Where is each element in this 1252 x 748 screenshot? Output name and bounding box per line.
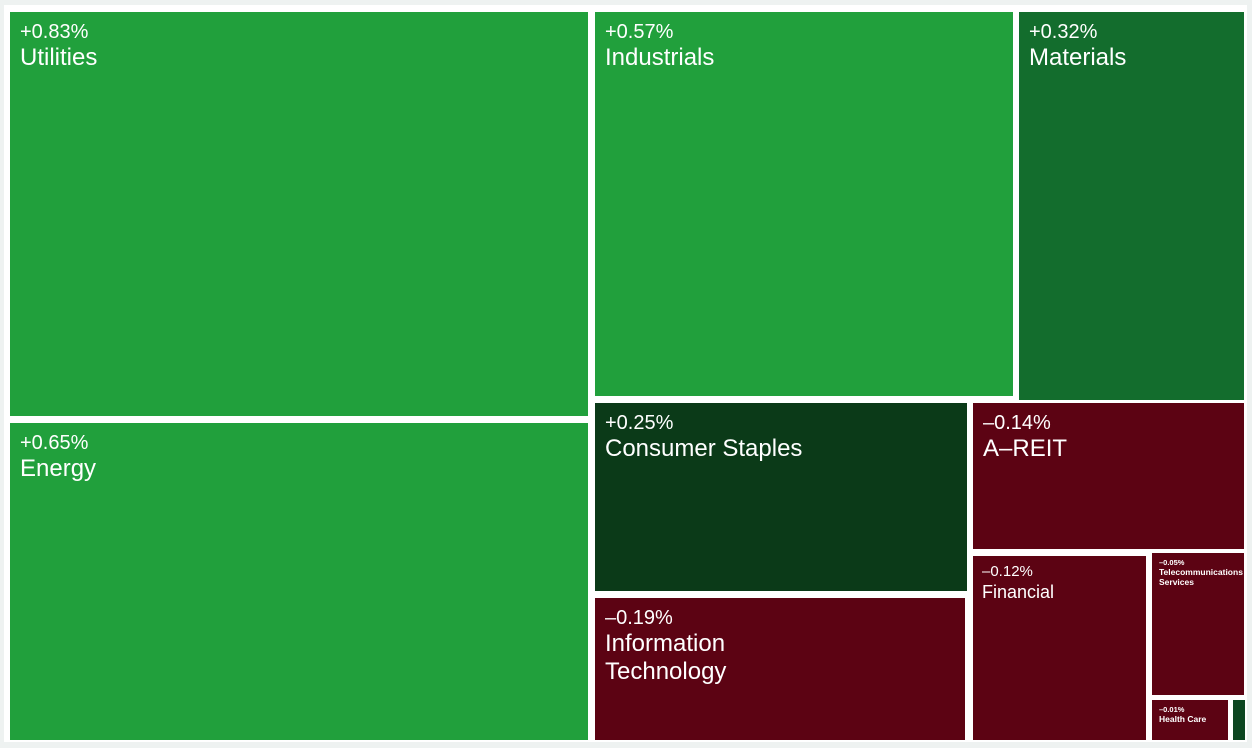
tile-information-technology[interactable]: –0.19% Information Technology [595,598,965,740]
tile-change: –0.12% [982,563,1033,580]
tile-change: +0.57% [605,21,674,43]
tile-change: –0.05% [1159,558,1185,567]
tile-energy[interactable]: +0.65% Energy [10,423,588,740]
tile-change: –0.14% [983,412,1051,434]
tile-a-reit[interactable]: –0.14% A–REIT [973,403,1244,549]
tile-label: +0.65% Energy [20,431,580,483]
tile-label: +0.57% Industrials [605,20,1005,72]
tile-change: –0.01% [1159,705,1185,714]
tile-change: +0.65% [20,432,89,454]
tile-label: –0.14% A–REIT [983,411,1236,463]
tile-label: +0.83% Utilities [20,20,580,72]
tile-change: +0.25% [605,412,674,434]
tile-label: –0.19% Information Technology [605,606,957,686]
tile-label: –0.05% Telecommunications Services [1159,558,1243,587]
tile-sector-name: Telecommunications Services [1159,567,1243,587]
tile-sector-name: Industrials [605,44,715,71]
tile-sector-name: Energy [20,455,97,482]
tile-label: –0.01% Health Care [1159,705,1224,724]
tile-sector-name: Utilities [20,44,98,71]
tile-utilities[interactable]: +0.83% Utilities [10,12,588,416]
tile-health-care[interactable]: –0.01% Health Care [1152,700,1228,740]
tile-change: +0.32% [1029,21,1098,43]
tile-consumer-staples[interactable]: +0.25% Consumer Staples [595,403,967,591]
tile-change: +0.83% [20,21,89,43]
tile-telecommunications-services[interactable]: –0.05% Telecommunications Services [1152,553,1244,695]
tile-sector-name: Health Care [1159,714,1207,724]
tile-sector-name: A–REIT [983,435,1068,462]
tile-industrials[interactable]: +0.57% Industrials [595,12,1013,396]
tile-financial[interactable]: –0.12% Financial [973,556,1146,740]
tile-label: +0.25% Consumer Staples [605,411,959,463]
tile-sector-name: Information Technology [605,630,727,685]
tile-materials[interactable]: +0.32% Materials [1019,12,1244,400]
tile-label: –0.12% Financial [982,563,1140,603]
tile-sector-name: Materials [1029,44,1127,71]
tile-change: –0.19% [605,607,673,629]
tile-sector-name: Consumer Staples [605,435,803,462]
tile-label: +0.32% Materials [1029,20,1236,72]
tile-unlabeled-small-sector[interactable] [1233,700,1245,740]
tile-sector-name: Financial [982,582,1055,602]
